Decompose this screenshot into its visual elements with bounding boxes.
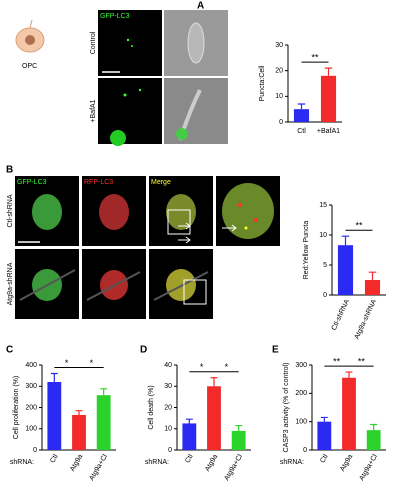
bar [364, 280, 381, 295]
y-tick-label: 200 [295, 390, 307, 397]
error-bar [368, 271, 377, 280]
error-bar [341, 235, 350, 246]
y-tick-label: 10 [164, 426, 172, 433]
y-axis-label: Cell death (%) [148, 385, 155, 429]
y-axis-label: CASP3 activity (% of control) [283, 363, 290, 453]
significance-label: ** [333, 356, 341, 366]
row-label: Atg9a-shRNA [7, 262, 14, 305]
panel-letter: A [197, 1, 204, 12]
y-axis-label: Cell proliferation (%) [13, 376, 20, 439]
x-tick-label: Ctl-shRNA [331, 298, 351, 331]
error-bar [210, 377, 218, 387]
x-tick-label: Atg9a+Cl [223, 453, 244, 482]
y-tick-label: 30 [275, 42, 283, 49]
x-tick-label: Atg9a [339, 453, 354, 472]
error-bar [50, 372, 58, 382]
bar [182, 423, 197, 450]
column-label: Merge [151, 179, 171, 186]
y-tick-label: 200 [25, 404, 37, 411]
y-axis-label: Puncta:Cell [259, 65, 266, 101]
x-tick-label: +BafA1 [317, 128, 340, 135]
panel-letter: C [6, 345, 13, 356]
x-tick-label: Ctl [297, 128, 306, 135]
y-tick-label: 20 [164, 404, 172, 411]
x-tick-label: Ctl [49, 453, 60, 464]
y-tick-label: 300 [25, 383, 37, 390]
row-label: Ctl-shRNA [7, 194, 14, 227]
bar [337, 245, 354, 295]
x-tick-label: Atg9a [69, 453, 84, 472]
panel-letter: D [140, 345, 147, 356]
significance-label: * [225, 362, 229, 372]
error-bar [324, 67, 333, 76]
bar [231, 430, 246, 450]
bar [47, 382, 62, 450]
bar [317, 421, 332, 450]
y-tick-label: 0 [33, 447, 37, 454]
bar [72, 414, 86, 450]
error-bar [185, 418, 193, 424]
column-label: GFP-LC3 [17, 179, 47, 186]
opc-icon [15, 19, 45, 53]
bar [96, 395, 111, 450]
y-tick-label: 100 [25, 426, 37, 433]
column-label: GFP-LC3 [100, 13, 130, 20]
significance-label: * [65, 358, 69, 368]
icon-label: OPC [22, 63, 37, 70]
panel-letter: B [6, 165, 13, 176]
x-tick-label: Atg9a-shRNA [354, 298, 379, 340]
y-tick-label: 0 [323, 292, 327, 299]
significance-label: ** [358, 356, 366, 366]
error-bar [100, 388, 108, 396]
error-bar [320, 416, 328, 422]
row-label: +BafA1 [90, 99, 97, 122]
y-tick-label: 100 [295, 419, 307, 426]
x-axis-label: shRNA: [280, 459, 304, 466]
bar [366, 430, 381, 450]
micrographs-a [98, 10, 228, 146]
y-tick-label: 15 [319, 202, 327, 209]
row-label: Control [90, 31, 97, 54]
significance-label: * [90, 358, 94, 368]
y-tick-label: 5 [323, 262, 327, 269]
bar [342, 377, 356, 450]
x-axis-label: shRNA: [145, 459, 169, 466]
y-tick-label: 20 [275, 68, 283, 75]
y-tick-label: 0 [303, 447, 307, 454]
x-tick-label: Ctl [184, 453, 195, 464]
error-bar [75, 410, 83, 415]
bar [293, 109, 310, 122]
error-bar [235, 424, 243, 431]
error-bar [370, 423, 378, 431]
error-bar [297, 103, 306, 110]
x-tick-label: Atg9a [204, 453, 219, 472]
y-tick-label: 10 [319, 232, 327, 239]
panel-letter: E [272, 345, 279, 356]
micrographs-b [15, 176, 280, 319]
x-tick-label: Atg9a+Cl [88, 453, 109, 482]
bar [320, 75, 337, 122]
significance-label: ** [311, 52, 319, 62]
y-tick-label: 0 [168, 447, 172, 454]
significance-label: * [200, 362, 204, 372]
bar [207, 386, 221, 450]
error-bar [345, 371, 353, 378]
column-label: RFP-LC3 [84, 179, 113, 186]
y-axis-label: Red:Yellow Puncta [303, 221, 310, 280]
y-tick-label: 400 [25, 362, 37, 369]
y-tick-label: 40 [164, 362, 172, 369]
x-tick-label: Ctl [319, 453, 330, 464]
y-tick-label: 300 [295, 362, 307, 369]
y-tick-label: 30 [164, 383, 172, 390]
x-tick-label: Atg9a+Cl [358, 453, 379, 482]
y-tick-label: 10 [275, 93, 283, 100]
significance-label: ** [355, 221, 363, 231]
x-axis-label: shRNA: [10, 459, 34, 466]
y-tick-label: 0 [279, 119, 283, 126]
